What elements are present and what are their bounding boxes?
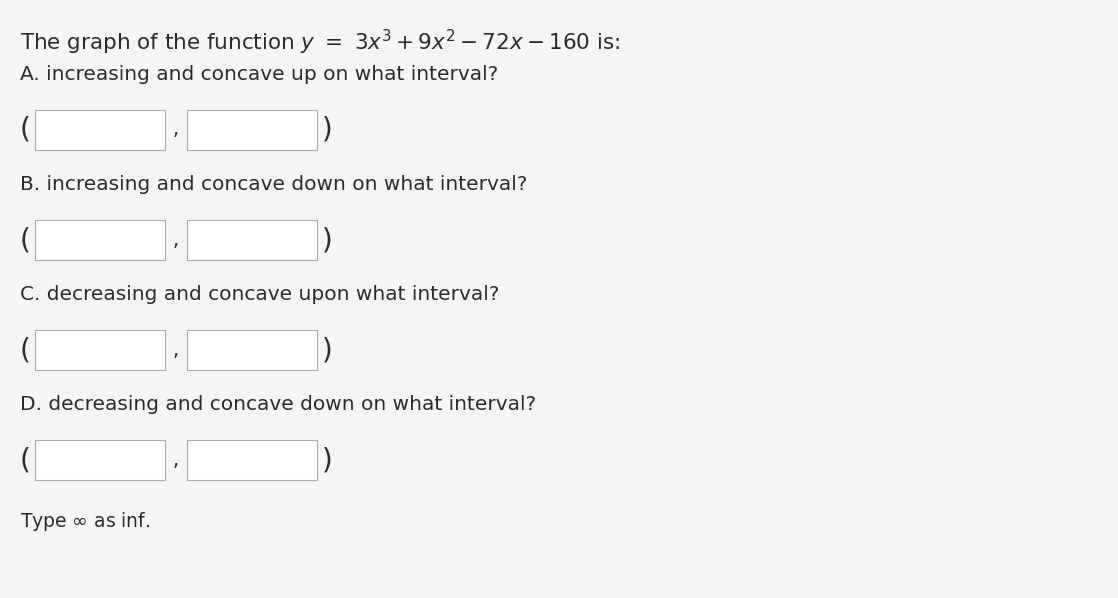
Text: (: ( bbox=[20, 116, 31, 144]
Text: A. increasing and concave up on what interval?: A. increasing and concave up on what int… bbox=[20, 65, 499, 84]
FancyBboxPatch shape bbox=[187, 440, 318, 480]
Text: (: ( bbox=[20, 336, 31, 364]
Text: B. increasing and concave down on what interval?: B. increasing and concave down on what i… bbox=[20, 175, 528, 194]
FancyBboxPatch shape bbox=[187, 330, 318, 370]
Text: (: ( bbox=[20, 446, 31, 474]
FancyBboxPatch shape bbox=[35, 440, 165, 480]
Text: ): ) bbox=[322, 446, 333, 474]
Text: The graph of the function $y\ =\ 3x^3 + 9x^2 - 72x - 160$ is:: The graph of the function $y\ =\ 3x^3 + … bbox=[20, 28, 620, 57]
FancyBboxPatch shape bbox=[35, 110, 165, 150]
Text: ): ) bbox=[322, 116, 333, 144]
Text: ,: , bbox=[173, 230, 179, 249]
FancyBboxPatch shape bbox=[35, 220, 165, 260]
FancyBboxPatch shape bbox=[187, 220, 318, 260]
FancyBboxPatch shape bbox=[187, 110, 318, 150]
Text: ,: , bbox=[173, 121, 179, 139]
Text: ,: , bbox=[173, 450, 179, 469]
FancyBboxPatch shape bbox=[35, 330, 165, 370]
Text: ): ) bbox=[322, 226, 333, 254]
Text: Type $\infty$ as inf.: Type $\infty$ as inf. bbox=[20, 510, 150, 533]
Text: (: ( bbox=[20, 226, 31, 254]
Text: D. decreasing and concave down on what interval?: D. decreasing and concave down on what i… bbox=[20, 395, 537, 414]
Text: C. decreasing and concave upon what interval?: C. decreasing and concave upon what inte… bbox=[20, 285, 500, 304]
Text: ,: , bbox=[173, 340, 179, 359]
Text: ): ) bbox=[322, 336, 333, 364]
